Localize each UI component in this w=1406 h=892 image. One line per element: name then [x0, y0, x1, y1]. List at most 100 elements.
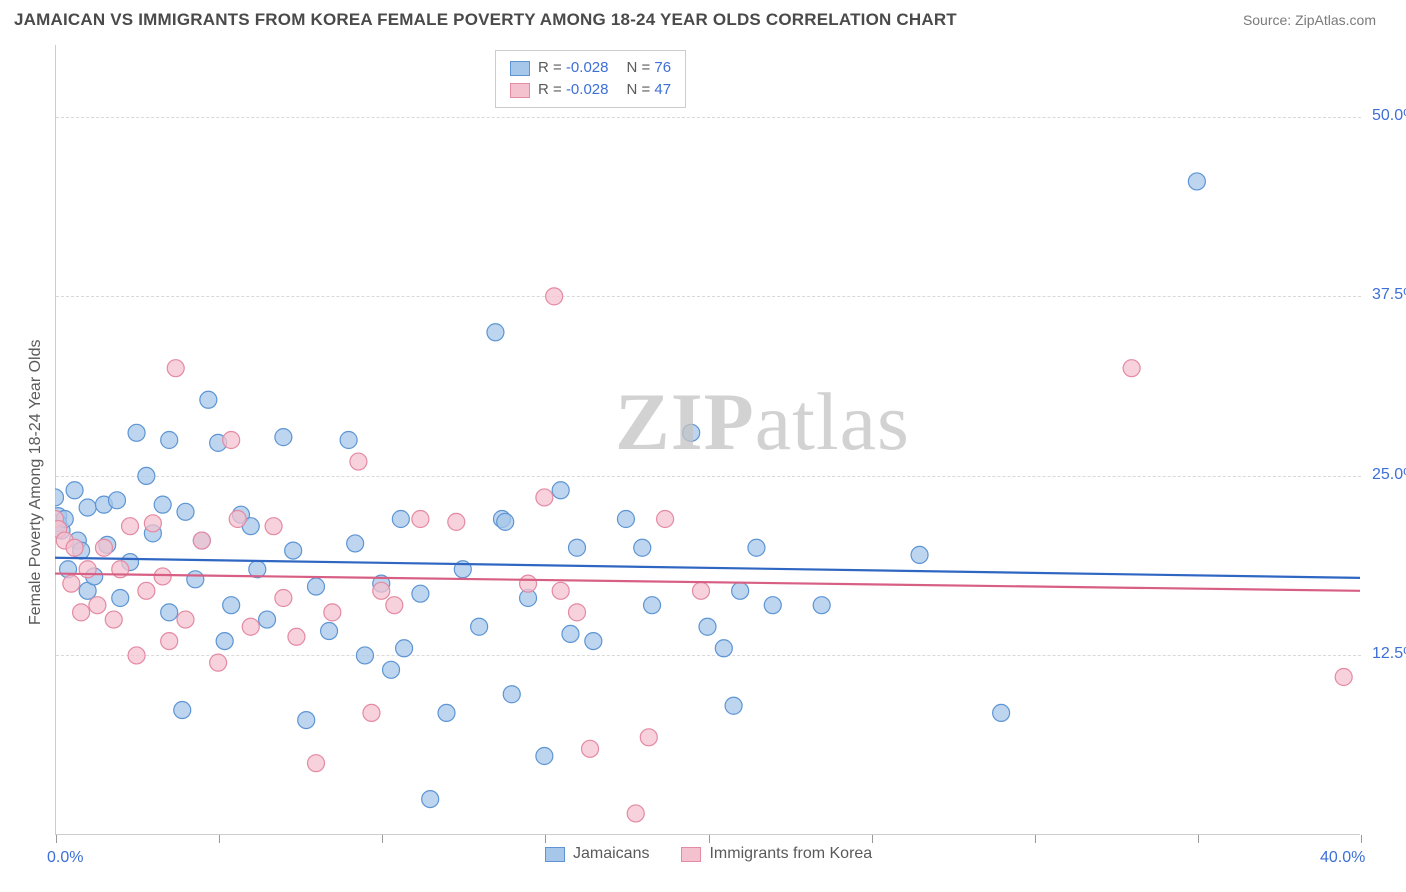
legend-series: Jamaicans Immigrants from Korea — [545, 845, 872, 863]
data-point — [265, 518, 282, 535]
data-point — [223, 432, 240, 449]
data-point — [363, 704, 380, 721]
data-point — [200, 391, 217, 408]
data-point — [275, 429, 292, 446]
x-tick — [709, 835, 710, 843]
data-point — [308, 755, 325, 772]
x-tick — [219, 835, 220, 843]
data-point — [487, 324, 504, 341]
data-point — [552, 582, 569, 599]
data-point — [177, 503, 194, 520]
data-point — [66, 482, 83, 499]
data-point — [356, 647, 373, 664]
data-point — [412, 585, 429, 602]
data-point — [373, 582, 390, 599]
legend-n: N = 47 — [626, 79, 671, 101]
data-point — [128, 424, 145, 441]
data-point — [585, 633, 602, 650]
legend-series-item: Jamaicans — [545, 845, 649, 863]
data-point — [569, 604, 586, 621]
legend-row: R = -0.028N = 76 — [510, 57, 671, 79]
data-point — [122, 518, 139, 535]
data-point — [644, 597, 661, 614]
data-point — [748, 539, 765, 556]
data-point — [471, 618, 488, 635]
legend-row: R = -0.028 N = 47 — [510, 79, 671, 101]
x-tick-label: 0.0% — [47, 849, 83, 867]
data-point — [764, 597, 781, 614]
source-label: Source: — [1243, 12, 1291, 28]
data-point — [562, 625, 579, 642]
data-point — [187, 571, 204, 588]
data-point — [383, 661, 400, 678]
data-point — [448, 513, 465, 530]
data-point — [216, 633, 233, 650]
legend-swatch — [510, 83, 530, 98]
x-tick-label: 40.0% — [1320, 849, 1365, 867]
data-point — [308, 578, 325, 595]
y-axis-label: Female Poverty Among 18-24 Year Olds — [27, 340, 45, 626]
source-attribution: Source: ZipAtlas.com — [1243, 12, 1376, 28]
data-point — [288, 628, 305, 645]
data-point — [161, 604, 178, 621]
data-point — [66, 539, 83, 556]
y-tick-label: 25.0% — [1372, 466, 1406, 484]
data-point — [350, 453, 367, 470]
data-point — [242, 618, 259, 635]
data-point — [154, 568, 171, 585]
data-point — [536, 489, 553, 506]
data-point — [813, 597, 830, 614]
data-point — [392, 511, 409, 528]
legend-swatch — [681, 847, 701, 862]
data-point — [569, 539, 586, 556]
data-point — [79, 499, 96, 516]
data-point — [193, 532, 210, 549]
data-point — [108, 492, 125, 509]
data-point — [138, 467, 155, 484]
x-tick — [1035, 835, 1036, 843]
legend-swatch — [510, 61, 530, 76]
data-point — [63, 575, 80, 592]
data-point — [144, 515, 161, 532]
data-point — [259, 611, 276, 628]
data-point — [275, 590, 292, 607]
data-point — [536, 748, 553, 765]
data-point — [154, 496, 171, 513]
data-point — [167, 360, 184, 377]
data-point — [340, 432, 357, 449]
data-point — [105, 611, 122, 628]
data-point — [210, 654, 227, 671]
legend-swatch — [545, 847, 565, 862]
data-point — [229, 511, 246, 528]
data-point — [634, 539, 651, 556]
data-point — [1123, 360, 1140, 377]
data-point — [396, 640, 413, 657]
x-tick — [545, 835, 546, 843]
data-point — [582, 740, 599, 757]
data-point — [161, 633, 178, 650]
data-point — [422, 791, 439, 808]
chart-title: JAMAICAN VS IMMIGRANTS FROM KOREA FEMALE… — [14, 10, 957, 30]
data-point — [324, 604, 341, 621]
x-tick — [56, 835, 57, 843]
data-point — [128, 647, 145, 664]
data-point — [321, 623, 338, 640]
chart-area: ZIPatlas R = -0.028N = 76R = -0.028 N = 4… — [55, 45, 1375, 835]
x-tick — [1198, 835, 1199, 843]
data-point — [1335, 669, 1352, 686]
legend-r: R = -0.028 — [538, 79, 608, 101]
watermark: ZIPatlas — [615, 375, 910, 469]
data-point — [89, 597, 106, 614]
data-point — [497, 513, 514, 530]
legend-correlation: R = -0.028N = 76R = -0.028 N = 47 — [495, 50, 686, 108]
data-point — [161, 432, 178, 449]
legend-n: N = 76 — [626, 57, 671, 79]
data-point — [79, 561, 96, 578]
legend-series-label: Immigrants from Korea — [709, 845, 872, 863]
data-point — [546, 288, 563, 305]
data-point — [112, 590, 129, 607]
data-point — [386, 597, 403, 614]
data-point — [177, 611, 194, 628]
data-point — [993, 704, 1010, 721]
data-point — [412, 511, 429, 528]
